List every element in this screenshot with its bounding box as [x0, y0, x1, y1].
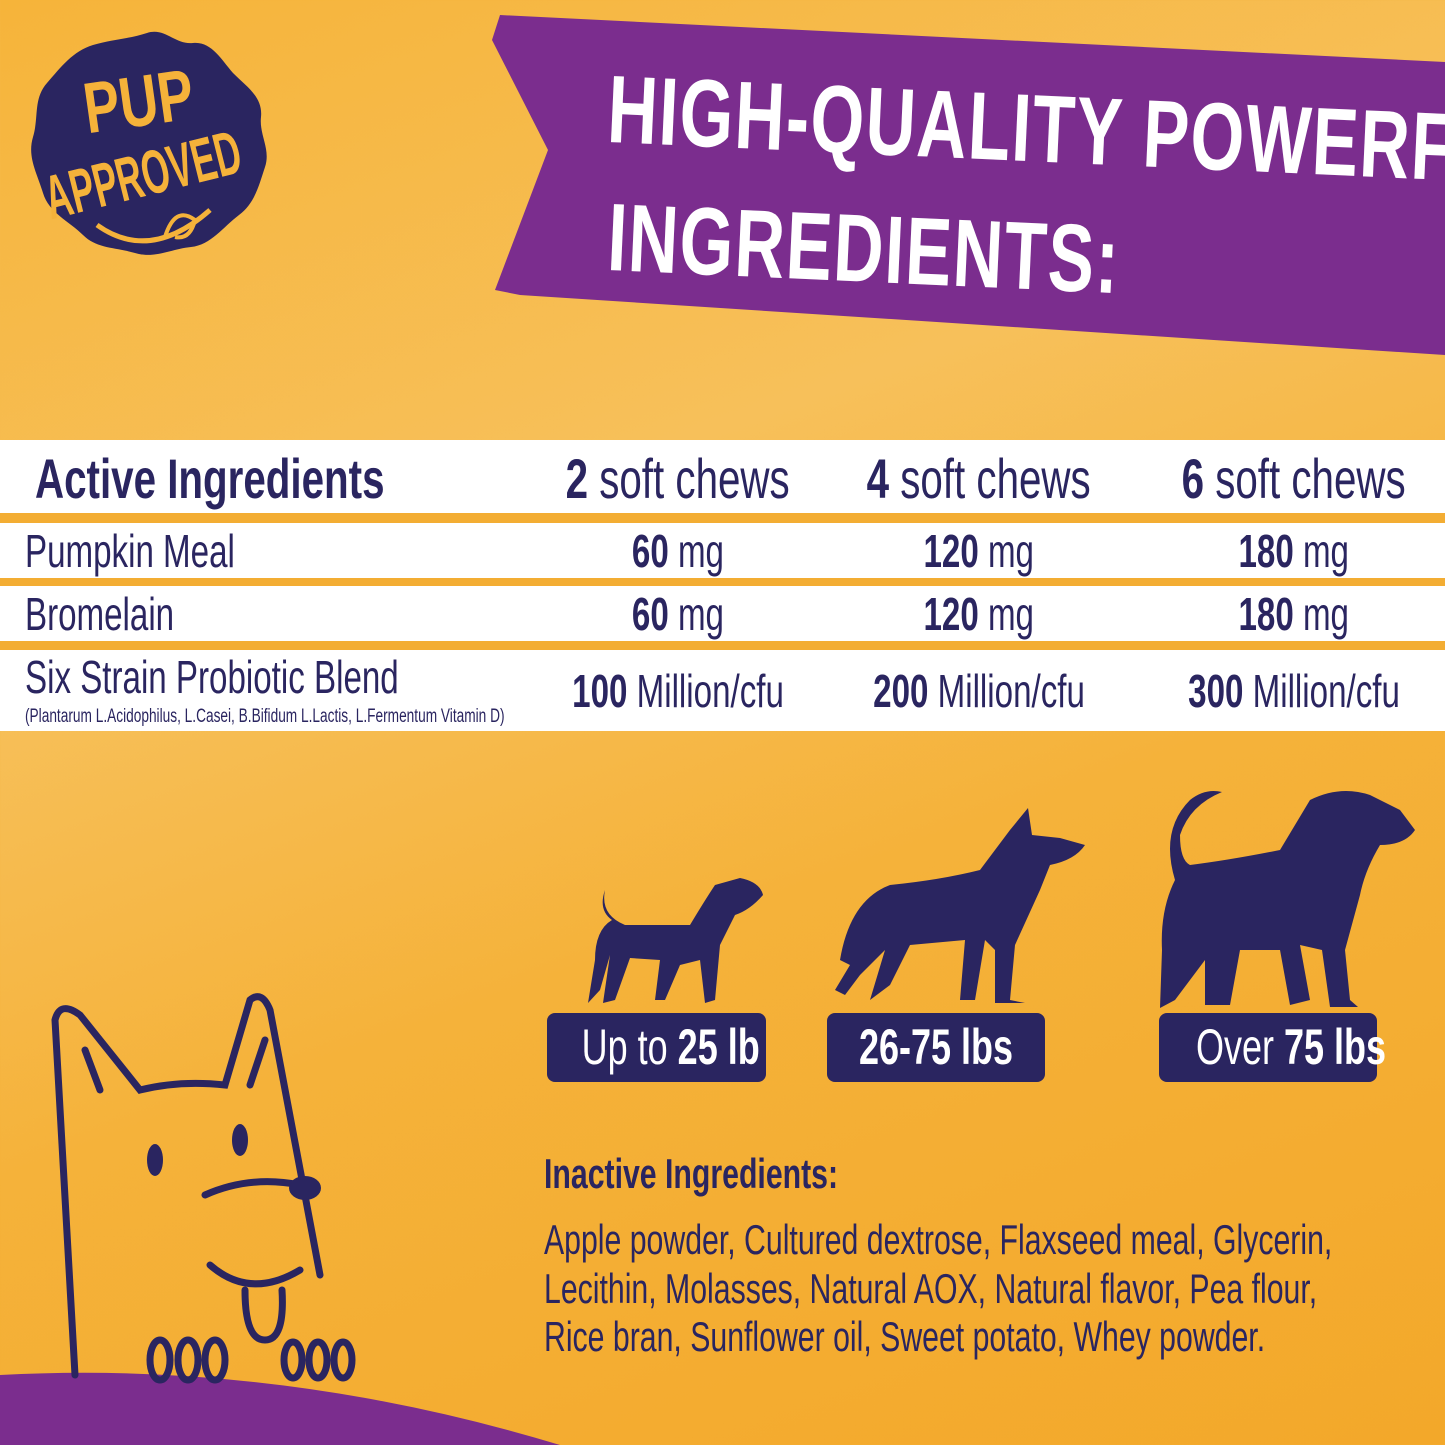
medium-dog-icon — [835, 808, 1085, 1003]
table-header-row — [0, 440, 1445, 513]
small-dog-icon — [588, 878, 763, 1003]
row-name: Pumpkin Meal — [25, 525, 235, 577]
header-4-chews: 4 soft chews — [866, 447, 1092, 510]
svg-text:PUP: PUP — [79, 55, 199, 150]
cell-value: 200 Million/cfu — [873, 665, 1085, 717]
title-banner — [492, 15, 1445, 355]
header-6-chews: 6 soft chews — [1181, 447, 1407, 510]
cell-value: 60 mg — [631, 525, 725, 577]
table-row — [0, 586, 1445, 641]
cartoon-dog-icon — [51, 993, 356, 1384]
inactive-title: Inactive Ingredients: — [544, 1150, 839, 1197]
cell-value: 120 mg — [923, 588, 1035, 640]
purple-hill — [0, 1372, 560, 1445]
large-dog-icon — [1160, 791, 1415, 1008]
pup-approved-seal: PUP APPROVED — [25, 25, 270, 260]
inactive-line: Apple powder, Cultured dextrose, Flaxsee… — [544, 1216, 1333, 1263]
cell-value: 300 Million/cfu — [1188, 665, 1400, 717]
row-name: Bromelain — [25, 588, 175, 640]
header-active-ingredients: Active Ingredients — [35, 447, 385, 510]
cell-value: 120 mg — [923, 525, 1035, 577]
weight-badge-small: Up to 25 lb — [547, 1013, 766, 1082]
cell-value: 180 mg — [1238, 525, 1350, 577]
inactive-line: Rice bran, Sunflower oil, Sweet potato, … — [544, 1313, 1266, 1360]
weight-badge-medium: 26-75 lbs — [827, 1013, 1045, 1082]
weight-badge-large: Over 75 lbs — [1159, 1013, 1386, 1082]
row-name: Six Strain Probiotic Blend — [25, 651, 399, 703]
seal-icon: PUP APPROVED — [31, 31, 267, 255]
row-note: (Plantarum L.Acidophilus, L.Casei, B.Bif… — [25, 706, 505, 727]
table-row — [0, 650, 1445, 731]
cell-value: 100 Million/cfu — [572, 665, 784, 717]
inactive-line: Lecithin, Molasses, Natural AOX, Natural… — [544, 1265, 1318, 1312]
table-row — [0, 523, 1445, 578]
cell-value: 60 mg — [631, 588, 725, 640]
header-2-chews: 2 soft chews — [565, 447, 791, 510]
cell-value: 180 mg — [1238, 588, 1350, 640]
